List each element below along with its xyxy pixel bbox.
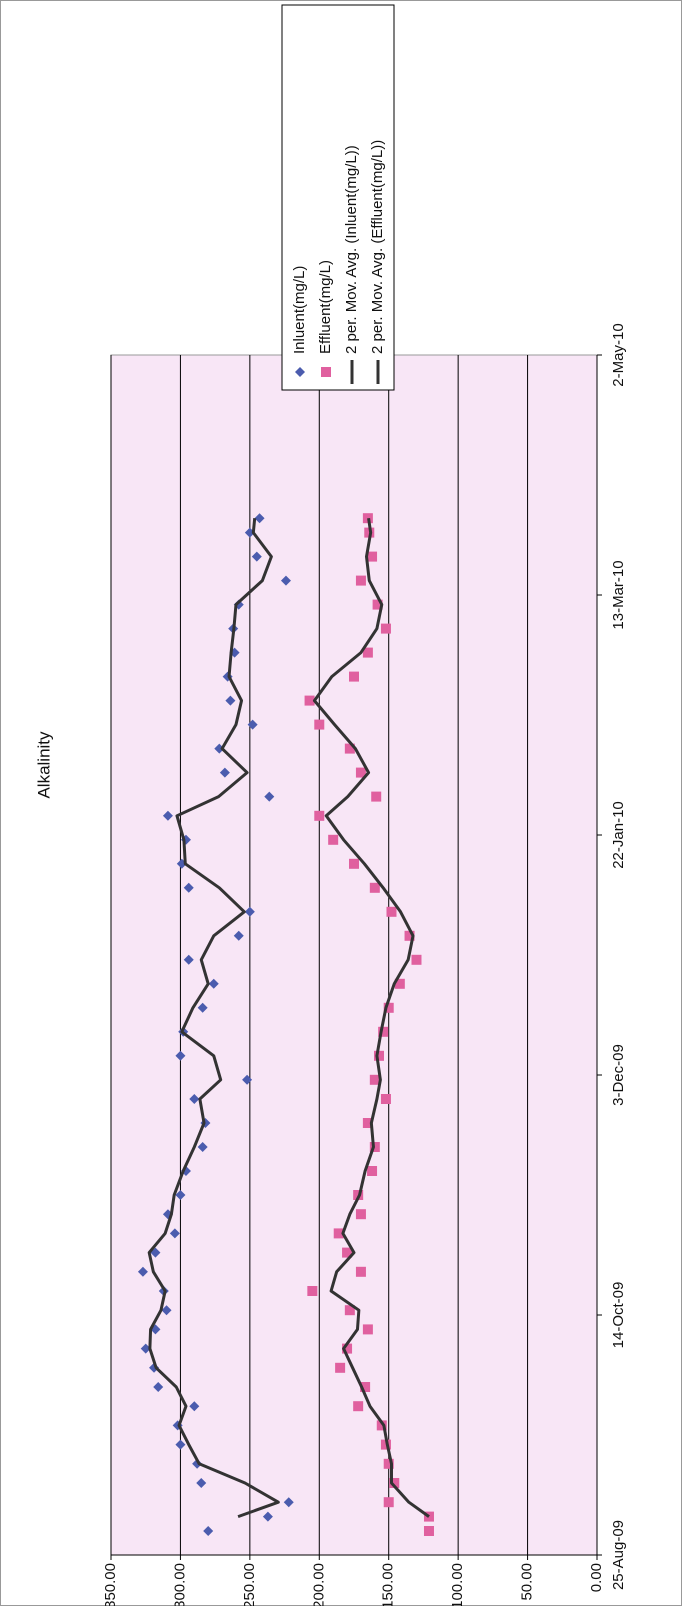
y-tick-label: 150.00 bbox=[380, 1563, 397, 1606]
data-point bbox=[342, 1247, 353, 1258]
y-tick-label: 300.00 bbox=[171, 1563, 188, 1606]
data-point bbox=[162, 810, 173, 821]
data-point bbox=[314, 810, 325, 821]
data-point bbox=[362, 1324, 373, 1335]
data-point bbox=[219, 767, 230, 778]
data-point bbox=[367, 551, 378, 562]
data-point bbox=[247, 719, 258, 730]
legend-box bbox=[281, 4, 395, 391]
data-point bbox=[411, 954, 422, 965]
data-point bbox=[153, 1382, 164, 1392]
data-point bbox=[203, 1526, 214, 1536]
data-point bbox=[353, 1401, 364, 1412]
data-point bbox=[314, 719, 325, 730]
data-point bbox=[369, 882, 380, 893]
legend-label: 2 per. Mov. Avg. (Effluent(mg/L)) bbox=[369, 140, 386, 354]
legend-label: 2 per. Mov. Avg. (Inluent(mg/L)) bbox=[343, 145, 360, 354]
moving-average-line bbox=[147, 518, 280, 1519]
x-tick-label: 14-Oct-09 bbox=[610, 1282, 627, 1349]
data-point bbox=[355, 1266, 366, 1277]
data-point bbox=[196, 1478, 207, 1488]
x-tick-label: 3-Dec-09 bbox=[610, 1044, 627, 1106]
legend-label: Inluent(mg/L) bbox=[291, 266, 308, 354]
data-point bbox=[380, 623, 391, 634]
data-point bbox=[197, 1002, 208, 1013]
x-tick-label: 2-May-10 bbox=[610, 323, 627, 386]
data-point bbox=[386, 906, 397, 917]
y-tick-label: 50.00 bbox=[519, 1563, 536, 1601]
data-point bbox=[355, 1209, 366, 1220]
data-point bbox=[254, 513, 265, 524]
data-point bbox=[233, 930, 244, 941]
data-point bbox=[280, 575, 291, 586]
data-point bbox=[333, 1228, 344, 1239]
data-point bbox=[380, 1094, 391, 1104]
data-point bbox=[362, 647, 373, 658]
data-point bbox=[355, 767, 366, 778]
legend-swatch bbox=[295, 367, 305, 377]
x-tick-label: 25-Aug-09 bbox=[610, 1520, 627, 1590]
data-point bbox=[371, 791, 382, 802]
x-tick-label: 22-Jan-10 bbox=[610, 801, 627, 869]
data-point bbox=[225, 695, 236, 706]
y-tick-label: 250.00 bbox=[241, 1563, 258, 1606]
data-point bbox=[183, 882, 194, 893]
data-point bbox=[183, 954, 194, 965]
data-point bbox=[189, 1094, 200, 1104]
legend-swatch bbox=[321, 367, 331, 377]
data-point bbox=[307, 1286, 318, 1296]
chart-title: Alkalinity bbox=[34, 731, 53, 799]
y-tick-label: 0.00 bbox=[588, 1563, 605, 1592]
y-tick-label: 200.00 bbox=[310, 1563, 327, 1606]
y-tick-label: 350.00 bbox=[102, 1563, 119, 1606]
rotated-chart: Alkalinity 0.00 50.00 100.00 150.00 200.00 25… bbox=[34, 4, 627, 1606]
data-point bbox=[367, 1166, 378, 1176]
data-point bbox=[251, 551, 262, 562]
data-point bbox=[244, 906, 255, 917]
data-point bbox=[383, 1497, 394, 1508]
x-tick-label: 13-Mar-10 bbox=[610, 560, 627, 629]
data-point bbox=[355, 575, 366, 586]
data-point bbox=[197, 1142, 208, 1152]
data-point bbox=[369, 1074, 380, 1085]
y-tick-label: 100.00 bbox=[449, 1563, 466, 1606]
legend-label: Effluent(mg/L) bbox=[317, 260, 334, 354]
data-point bbox=[264, 791, 275, 802]
moving-average-line bbox=[312, 517, 430, 1518]
data-point bbox=[335, 1362, 346, 1373]
data-point bbox=[175, 1190, 186, 1200]
data-point bbox=[349, 671, 359, 682]
data-point bbox=[349, 858, 359, 869]
data-point bbox=[328, 834, 339, 845]
data-point bbox=[304, 695, 315, 706]
data-point bbox=[423, 1526, 434, 1536]
data-point bbox=[344, 1305, 355, 1316]
data-point bbox=[208, 978, 219, 989]
plot-area bbox=[110, 354, 598, 1556]
